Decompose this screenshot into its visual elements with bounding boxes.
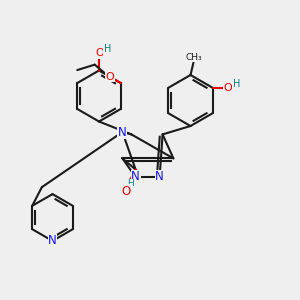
Text: H: H	[127, 179, 134, 188]
Text: H: H	[233, 79, 240, 89]
Text: CH₃: CH₃	[185, 52, 202, 62]
Text: N: N	[48, 234, 57, 248]
Text: N: N	[131, 170, 140, 184]
Text: H: H	[104, 44, 111, 55]
Text: O: O	[95, 48, 104, 58]
Text: O: O	[122, 184, 130, 198]
Text: O: O	[224, 83, 233, 93]
Text: O: O	[105, 72, 114, 82]
Text: N: N	[155, 170, 164, 184]
Text: N: N	[118, 125, 127, 139]
